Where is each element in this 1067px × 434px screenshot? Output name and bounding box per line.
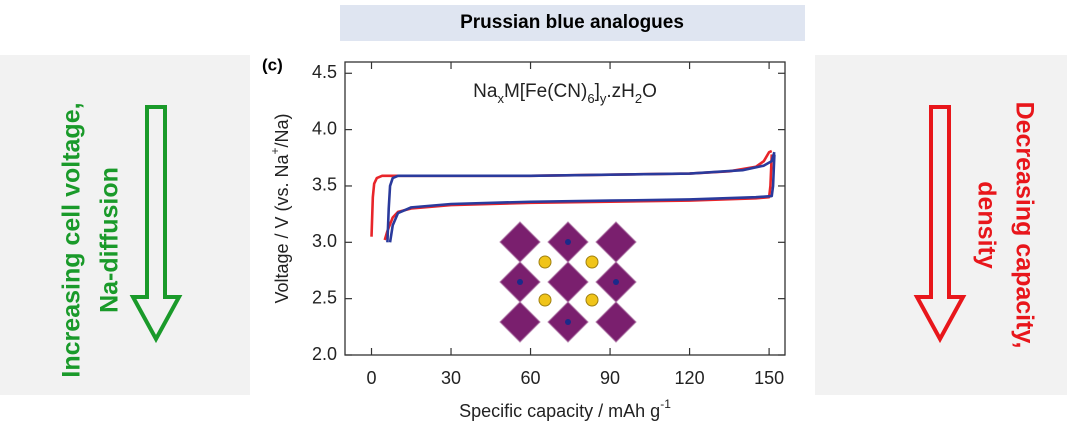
x-tick-label: 60 — [521, 368, 541, 388]
x-axis-label: Specific capacity / mAh g-1 — [459, 397, 671, 421]
y-tick-label: 3.5 — [312, 175, 337, 195]
y-tick-label: 4.5 — [312, 62, 337, 82]
superscript: -1 — [660, 397, 671, 411]
y-tick-label: 3.0 — [312, 231, 337, 251]
title: Prussian blue analogues — [460, 12, 684, 33]
text-part: Na — [473, 81, 498, 102]
note-line: Decreasing capacity, — [1010, 102, 1038, 349]
y-tick-label: 4.0 — [312, 118, 337, 138]
x-tick-label: 120 — [675, 368, 705, 388]
y-axis-label: Voltage / V (vs. Na+/Na) — [268, 113, 292, 303]
subscript: 2 — [635, 91, 642, 106]
text-part: M[Fe(CN) — [504, 81, 587, 102]
x-tick-label: 30 — [441, 368, 461, 388]
x-tick-label: 90 — [600, 368, 620, 388]
note-line: density — [972, 181, 1000, 269]
figure: Prussian blue analogues Increasing cell … — [0, 0, 1067, 434]
text-part: Specific capacity / mAh g — [459, 401, 660, 421]
crystal-inset — [495, 215, 640, 345]
note-line: Increasing cell voltage, — [58, 102, 86, 377]
x-tick-label: 150 — [754, 368, 784, 388]
y-tick-label: 2.5 — [312, 287, 337, 307]
x-tick-label: 0 — [366, 368, 376, 388]
note-line: Na-diffusion — [96, 167, 124, 313]
superscript: + — [268, 147, 282, 154]
subscript: 6 — [587, 91, 594, 106]
text-part: .zH — [606, 81, 635, 102]
panel-label: (c) — [262, 55, 283, 74]
left-panel — [0, 55, 250, 395]
text-part: /Na) — [272, 113, 292, 147]
y-tick-label: 2.0 — [312, 344, 337, 364]
text-part: O — [642, 81, 657, 102]
text-part: Voltage / V (vs. Na — [272, 153, 292, 303]
